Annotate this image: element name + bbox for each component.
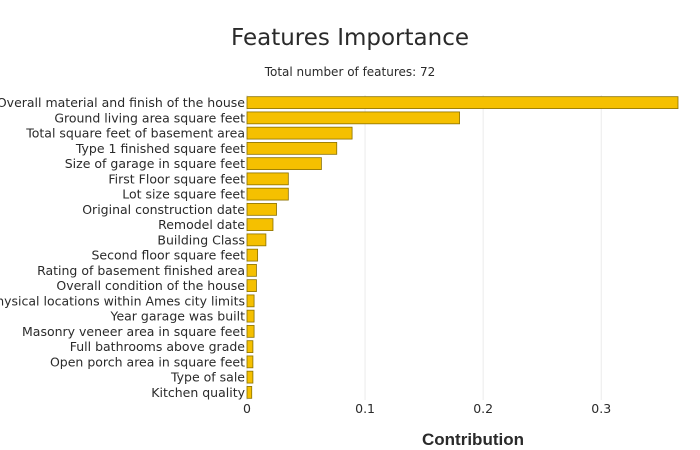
bar[interactable] (246, 126, 353, 140)
category-label: Masonry veneer area in square feet (22, 324, 245, 339)
bar[interactable] (246, 203, 277, 216)
category-label: Year garage was built (109, 309, 245, 324)
category-label: Size of garage in square feet (65, 156, 245, 171)
category-labels: Overall material and finish of the house… (0, 95, 246, 400)
category-label: Second floor square feet (92, 248, 246, 263)
category-label: Total square feet of basement area (25, 126, 245, 141)
bar[interactable] (246, 218, 274, 231)
chart-title: Features Importance (231, 25, 469, 51)
category-label: Original construction date (82, 202, 245, 217)
bar[interactable] (246, 157, 322, 170)
category-label: Type of sale (170, 370, 245, 385)
x-tick-labels: 0 0.1 0.2 0.3 (243, 401, 611, 416)
bar[interactable] (246, 172, 289, 186)
category-label: Remodel date (158, 217, 245, 232)
x-tick-label: 0.2 (473, 401, 493, 416)
bar[interactable] (246, 233, 267, 247)
bar[interactable] (246, 309, 255, 323)
bars (246, 96, 679, 399)
bar[interactable] (246, 111, 460, 125)
bar[interactable] (246, 370, 254, 384)
bar[interactable] (246, 294, 255, 308)
category-label: Type 1 finished square feet (75, 141, 245, 156)
category-label: Building Class (157, 232, 245, 247)
category-label: Ground living area square feet (54, 110, 245, 125)
category-label: First Floor square feet (108, 171, 245, 186)
bar[interactable] (246, 187, 289, 201)
bar[interactable] (246, 325, 255, 338)
category-label: Rating of basement finished area (37, 263, 245, 278)
bar[interactable] (246, 279, 257, 292)
bar[interactable] (246, 386, 253, 399)
category-label: Overall condition of the house (56, 278, 245, 293)
category-label: Open porch area in square feet (50, 354, 245, 369)
x-tick-label: 0.1 (355, 401, 375, 416)
category-label: Lot size square feet (122, 187, 245, 202)
bar[interactable] (246, 248, 259, 262)
grid-lines (246, 95, 602, 400)
bar[interactable] (246, 96, 679, 109)
category-label: Kitchen quality (151, 385, 245, 400)
x-tick-label: 0 (243, 401, 251, 416)
bar[interactable] (246, 264, 257, 277)
category-label: Physical locations within Ames city limi… (0, 293, 245, 308)
x-axis-label: Contribution (422, 430, 524, 449)
bar[interactable] (246, 142, 338, 155)
x-tick-label: 0.3 (591, 401, 611, 416)
category-label: Full bathrooms above grade (70, 339, 246, 354)
chart-subtitle: Total number of features: 72 (264, 65, 436, 79)
bar[interactable] (246, 340, 254, 353)
category-label: Overall material and finish of the house (0, 95, 245, 110)
bar[interactable] (246, 355, 254, 369)
